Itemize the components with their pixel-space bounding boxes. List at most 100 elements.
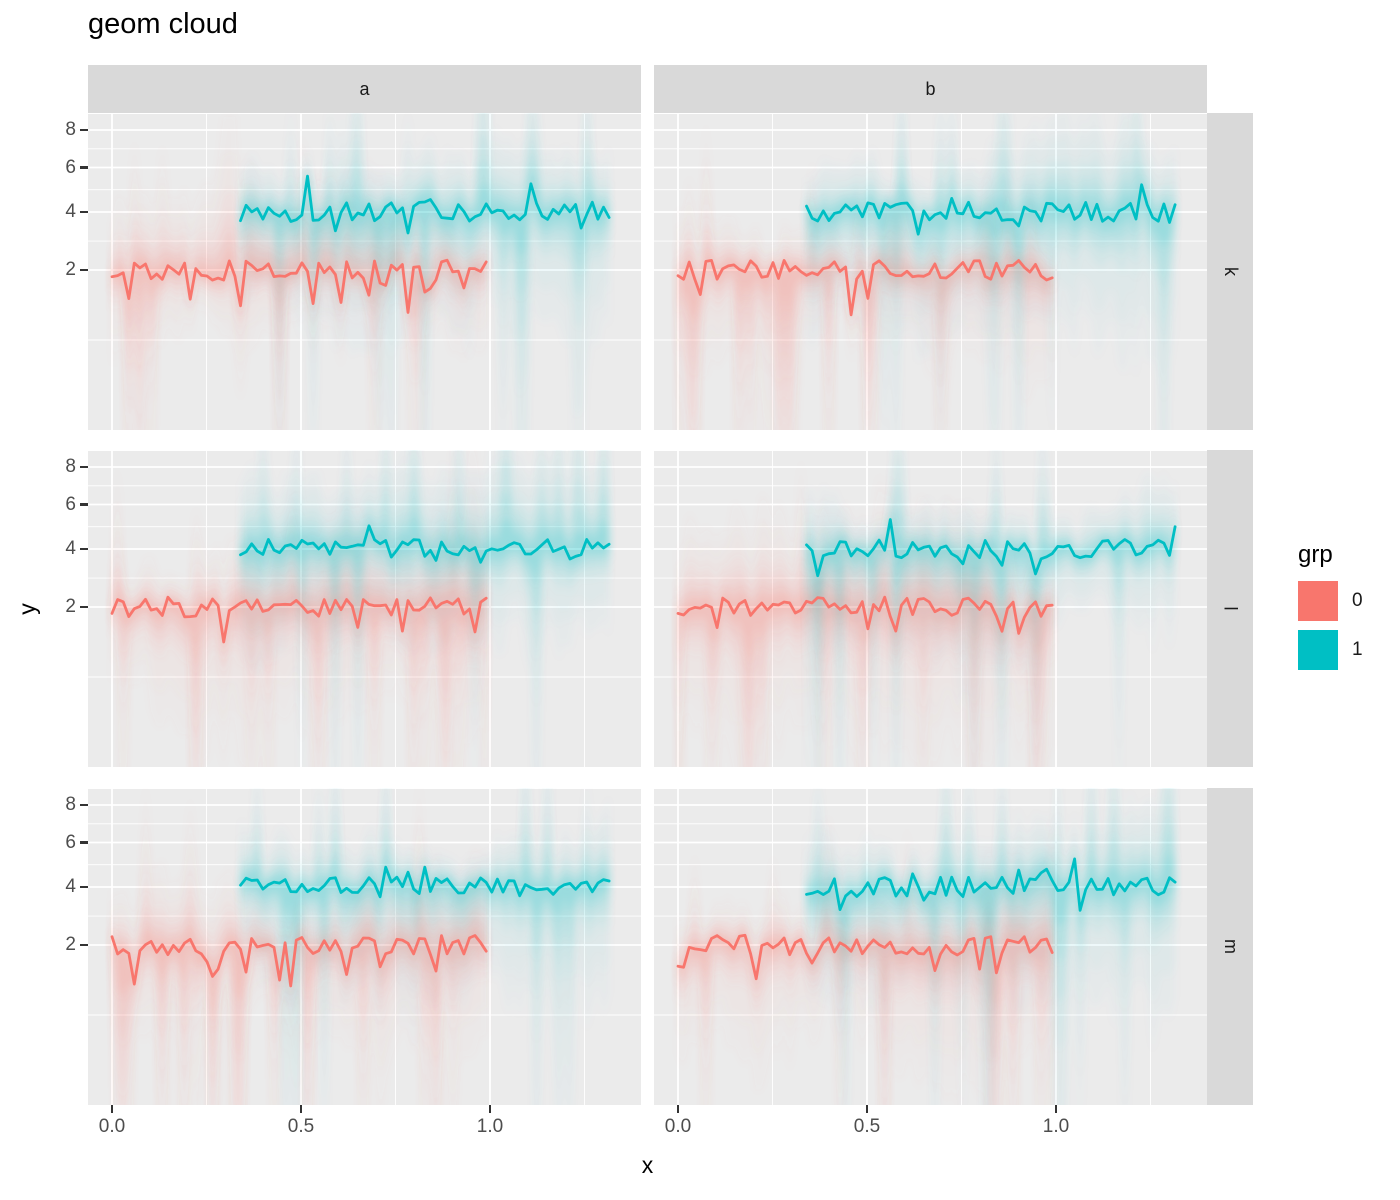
y-tick-label-label: 6 [65, 156, 76, 178]
legend-entry-label: 0 [1352, 590, 1363, 611]
y-tick-mark [80, 605, 88, 609]
y-tick-label-label: 2 [65, 258, 76, 280]
legend-entry-0: 0 [1298, 581, 1363, 621]
x-tick-mark [488, 1105, 492, 1113]
y-tick-label: 2 [36, 933, 76, 955]
y-tick-label: 2 [36, 595, 76, 617]
x-tick-label-label: 0.5 [853, 1116, 881, 1137]
mean-line-grp0 [110, 258, 488, 314]
mean-line-grp1 [805, 857, 1177, 912]
y-tick-mark [80, 268, 88, 272]
y-tick-label: 4 [36, 202, 76, 222]
y-tick-label: 6 [36, 831, 76, 853]
cloud-ribbon-grp1 [240, 511, 610, 586]
y-tick-label-label: 4 [65, 201, 76, 222]
facet-strip-col-b: b [654, 65, 1207, 113]
y-tick-label-label: 6 [65, 493, 76, 515]
facet-strip-col-a: a [88, 65, 641, 113]
cloud-ribbon-grp1 [806, 848, 1176, 932]
y-tick-label: 6 [36, 493, 76, 515]
panel-k-b [654, 113, 1207, 430]
mean-line-grp1 [239, 524, 611, 564]
mean-line-grp0 [676, 933, 1054, 981]
facet-strip-row-m: m [1207, 788, 1253, 1105]
legend-key-swatch [1298, 581, 1338, 621]
cloud-ribbon-grp1 [806, 178, 1176, 262]
legend-entry-label: 1 [1352, 639, 1363, 660]
cloud-ribbon-grp0 [112, 516, 487, 767]
y-axis-title: y [14, 603, 40, 615]
x-tick-label-label: 1.0 [1042, 1116, 1070, 1137]
y-tick-label-label: 4 [65, 538, 76, 559]
y-tick-label: 8 [36, 118, 76, 140]
plot-title: geom cloud [88, 8, 238, 40]
y-tick-label: 4 [36, 539, 76, 559]
y-tick-mark [80, 943, 88, 947]
facet-strip-row-l-label: l [1220, 606, 1241, 611]
y-tick-mark [80, 210, 88, 214]
facet-strip-row-l: l [1207, 450, 1253, 767]
panel-k-a [88, 113, 641, 430]
panel-l-a [88, 450, 641, 767]
x-tick-label-label: 0.5 [287, 1116, 315, 1137]
x-tick-label: 0.0 [648, 1117, 708, 1137]
mean-line-grp1 [805, 183, 1177, 236]
x-tick-label: 0.5 [837, 1117, 897, 1137]
y-tick-mark [80, 803, 88, 807]
y-tick-label-label: 8 [65, 793, 76, 815]
cloud-ribbon-grp1 [240, 847, 610, 937]
y-tick-mark [80, 128, 88, 132]
y-tick-mark [80, 841, 88, 844]
mean-line-grp0 [110, 934, 488, 988]
y-tick-label-label: 2 [65, 933, 76, 955]
x-tick-label-label: 0.0 [98, 1116, 126, 1137]
legend-title: grp [1298, 541, 1333, 568]
y-tick-mark [80, 547, 88, 551]
facet-strip-row-k: k [1207, 113, 1253, 430]
mean-line-grp0 [676, 259, 1054, 317]
mean-line-grp1 [239, 865, 611, 899]
x-axis-title: x [641, 1152, 654, 1178]
x-tick-mark [865, 1105, 869, 1113]
cloud-ribbon-grp1 [240, 826, 610, 983]
mean-line-grp1 [805, 518, 1177, 578]
y-tick-mark [80, 166, 88, 169]
panel-l-b [654, 450, 1207, 767]
y-tick-label-label: 2 [65, 595, 76, 617]
cloud-ribbon-grp1 [240, 166, 610, 260]
x-tick-label-label: 0.0 [664, 1116, 692, 1137]
x-tick-mark [110, 1105, 114, 1113]
y-tick-label: 8 [36, 793, 76, 815]
x-tick-label: 0.5 [271, 1117, 331, 1137]
facet-strip-row-k-label: k [1220, 267, 1241, 276]
y-tick-label-label: 4 [65, 876, 76, 897]
mean-line-grp0 [676, 595, 1054, 635]
y-tick-label: 8 [36, 455, 76, 477]
y-tick-label: 6 [36, 156, 76, 178]
y-tick-label: 2 [36, 258, 76, 280]
panel-m-a [88, 788, 641, 1105]
mean-line-grp0 [110, 595, 488, 644]
cloud-ribbon-grp1 [806, 516, 1176, 615]
facet-strip-col-b-label: b [925, 78, 936, 99]
mean-line-grp1 [239, 174, 611, 235]
y-tick-mark [80, 885, 88, 889]
x-tick-label: 0.0 [82, 1117, 142, 1137]
facet-strip-row-m-label: m [1220, 939, 1241, 954]
y-tick-label-label: 8 [65, 455, 76, 477]
y-tick-label-label: 8 [65, 118, 76, 140]
facet-strip-col-a-label: a [359, 78, 370, 99]
x-tick-mark [676, 1105, 680, 1113]
x-tick-mark [1054, 1105, 1058, 1113]
y-tick-label-label: 6 [65, 831, 76, 853]
y-tick-label: 4 [36, 877, 76, 897]
panel-m-b [654, 788, 1207, 1105]
legend-key-swatch [1298, 630, 1338, 670]
legend-entry-1: 1 [1298, 630, 1363, 670]
x-tick-label: 1.0 [460, 1117, 520, 1137]
y-tick-mark [80, 503, 88, 506]
y-tick-mark [80, 465, 88, 469]
